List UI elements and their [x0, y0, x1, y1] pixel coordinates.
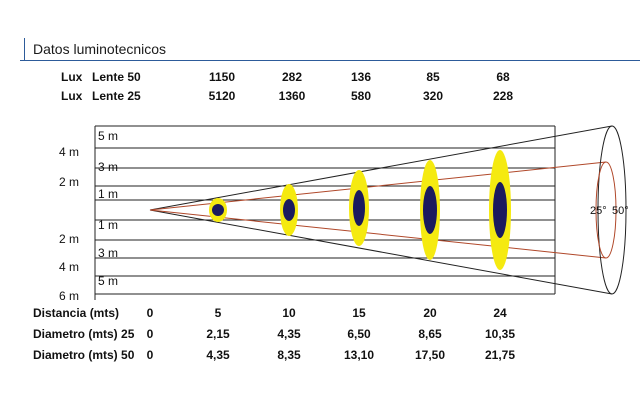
beam-narrow-upper [149, 161, 607, 211]
title-divider [20, 60, 640, 61]
beam-wide-upper [149, 125, 613, 211]
lux-row2-value: 5120 [208, 89, 236, 103]
lux-row1-value: 85 [426, 70, 440, 84]
diametro50-value: 21,75 [484, 348, 516, 362]
spot-5m [209, 198, 227, 222]
diametro25-value: 2,15 [206, 327, 230, 341]
diametro50-value: 17,50 [414, 348, 446, 362]
lux-row2-value: 320 [422, 89, 444, 103]
lux-row1-value: 68 [496, 70, 510, 84]
diametro50-value: 13,10 [343, 348, 375, 362]
spot-15m [349, 170, 369, 246]
beam-narrow-lower [149, 209, 607, 259]
outer-axis-label: 4 m [59, 260, 80, 274]
distancia-value: 5 [214, 306, 222, 320]
lux-row1-prefix: Lux [61, 70, 83, 84]
lux-row2-label: Lente 25 [92, 89, 141, 103]
diametro25-value: 6,50 [347, 327, 371, 341]
inner-axis-label: 3 m [98, 246, 119, 260]
distancia-label: Distancia (mts) [33, 306, 120, 320]
spot-20m [420, 160, 440, 260]
lux-row2-value: 580 [350, 89, 372, 103]
spot-inner [493, 182, 507, 238]
angle-narrow-label: 25° [590, 205, 607, 217]
diametro50-label: Diametro (mts) 50 [33, 348, 135, 362]
inner-axis-label: 1 m [98, 187, 119, 201]
inner-axis-label: 5 m [98, 129, 119, 143]
beam-wide-end-ellipse [597, 125, 627, 295]
title-accent-line [24, 38, 25, 60]
diametro25-value: 0 [146, 327, 154, 341]
lux-row2-prefix: Lux [61, 89, 83, 103]
distancia-value: 0 [146, 306, 154, 320]
distancia-value: 24 [493, 306, 507, 320]
outer-axis-label: 2 m [59, 232, 80, 246]
diametro25-label: Diametro (mts) 25 [33, 327, 135, 341]
inner-axis-label: 3 m [98, 160, 119, 174]
angle-wide-label: 50° [612, 205, 629, 217]
spot-10m [280, 184, 298, 236]
diametro50-value: 0 [146, 348, 154, 362]
spot-24m [489, 150, 511, 270]
inner-axis-label: 1 m [98, 218, 119, 232]
lux-row1-value: 136 [350, 70, 372, 84]
spot-inner [283, 199, 295, 221]
beam-wide-lower [149, 209, 613, 295]
diametro25-value: 4,35 [277, 327, 301, 341]
diametro25-value: 10,35 [484, 327, 516, 341]
lux-row2-value: 1360 [278, 89, 306, 103]
diametro25-value: 8,65 [418, 327, 442, 341]
distancia-value: 10 [282, 306, 296, 320]
page-title: Datos luminotecnicos [33, 41, 167, 57]
lux-row1-label: Lente 50 [92, 70, 141, 84]
diametro50-value: 8,35 [277, 348, 301, 362]
beam-narrow-end-ellipse [595, 161, 617, 259]
spot-inner [212, 204, 224, 216]
lux-row1-value: 1150 [208, 70, 236, 84]
spot-inner [353, 190, 365, 226]
grid-lines [95, 125, 555, 295]
outer-axis-label: 6 m [59, 289, 80, 303]
inner-axis-label: 5 m [98, 274, 119, 288]
distancia-value: 20 [423, 306, 437, 320]
lux-row1-value: 282 [281, 70, 303, 84]
outer-axis-label: 4 m [59, 145, 80, 159]
distancia-value: 15 [352, 306, 366, 320]
lux-row2-value: 228 [492, 89, 514, 103]
outer-axis-label: 2 m [59, 175, 80, 189]
spot-inner [423, 186, 437, 234]
diametro50-value: 4,35 [206, 348, 230, 362]
